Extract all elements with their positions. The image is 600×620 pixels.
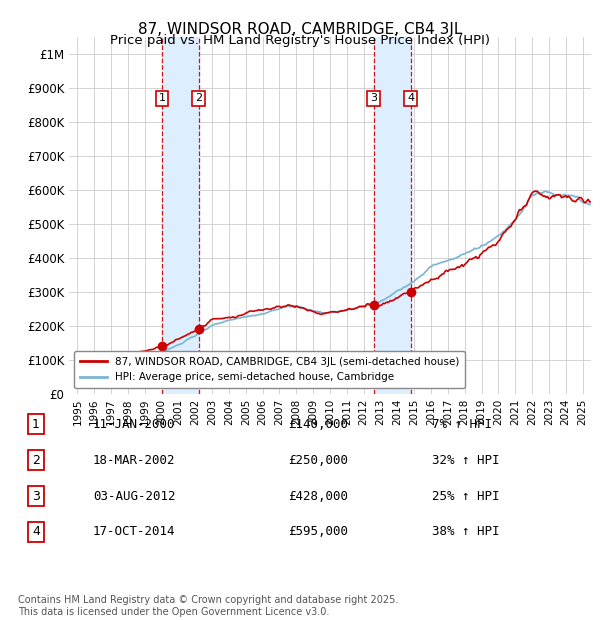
Text: 17-OCT-2014: 17-OCT-2014 [93,526,176,538]
Bar [162,37,199,394]
Text: Price paid vs. HM Land Registry's House Price Index (HPI): Price paid vs. HM Land Registry's House … [110,34,490,47]
Bar [374,37,410,394]
Text: 2: 2 [32,454,40,466]
Text: 4: 4 [32,526,40,538]
Text: 3: 3 [32,490,40,502]
Text: Contains HM Land Registry data © Crown copyright and database right 2025.
This d: Contains HM Land Registry data © Crown c… [18,595,398,617]
Text: 32% ↑ HPI: 32% ↑ HPI [432,454,499,466]
Text: 25% ↑ HPI: 25% ↑ HPI [432,490,499,502]
Text: 7% ↑ HPI: 7% ↑ HPI [432,418,492,430]
Text: 38% ↑ HPI: 38% ↑ HPI [432,526,499,538]
Text: 03-AUG-2012: 03-AUG-2012 [93,490,176,502]
Legend: 87, WINDSOR ROAD, CAMBRIDGE, CB4 3JL (semi-detached house), HPI: Average price, : 87, WINDSOR ROAD, CAMBRIDGE, CB4 3JL (se… [74,351,466,389]
Text: 1: 1 [158,94,166,104]
Text: £595,000: £595,000 [288,526,348,538]
Text: 3: 3 [370,94,377,104]
Text: 11-JAN-2000: 11-JAN-2000 [93,418,176,430]
Text: 4: 4 [407,94,414,104]
Text: 18-MAR-2002: 18-MAR-2002 [93,454,176,466]
Text: £250,000: £250,000 [288,454,348,466]
Text: 87, WINDSOR ROAD, CAMBRIDGE, CB4 3JL: 87, WINDSOR ROAD, CAMBRIDGE, CB4 3JL [138,22,462,37]
Text: 2: 2 [195,94,202,104]
Text: £140,000: £140,000 [288,418,348,430]
Text: £428,000: £428,000 [288,490,348,502]
Text: 1: 1 [32,418,40,430]
